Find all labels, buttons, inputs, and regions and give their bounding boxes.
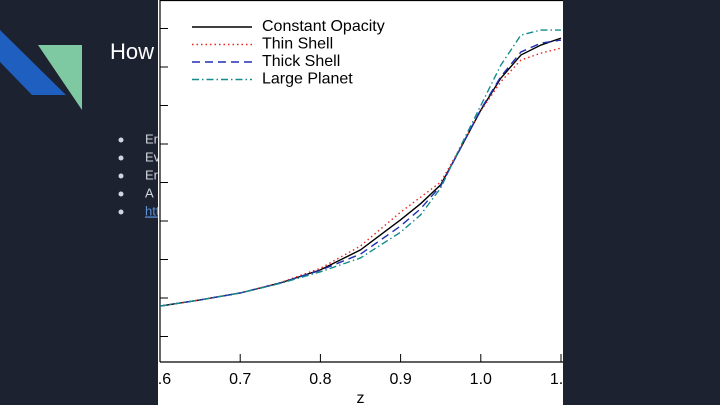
- x-tick-label: 0.7: [229, 371, 251, 388]
- bullet-link[interactable]: htt: [145, 203, 160, 218]
- x-tick-label: 0.6: [149, 371, 171, 388]
- series-line: [159, 29, 561, 307]
- legend-label: Thin Shell: [262, 36, 333, 53]
- bullet-dot: [118, 173, 124, 179]
- bullet-text: A: [145, 185, 154, 200]
- slide-title: How: [110, 39, 154, 64]
- x-tick-label: 1.0: [470, 371, 492, 388]
- legend-label: Constant Opacity: [262, 18, 385, 35]
- x-tick-label: 0.9: [389, 371, 411, 388]
- accent-green: [38, 45, 82, 110]
- bullet-text: Er: [145, 131, 159, 146]
- x-tick-label: 0.8: [309, 371, 331, 388]
- bullet-dot: [118, 191, 124, 197]
- chart-image: [158, 0, 563, 405]
- series-line: [159, 39, 562, 307]
- legend-label: Thick Shell: [262, 53, 340, 70]
- legend-label: Large Planet: [262, 71, 353, 88]
- x-axis-label: z: [357, 390, 365, 405]
- bullet-dot: [118, 209, 124, 215]
- bullet-dot: [118, 155, 124, 161]
- bullet-text: Er: [145, 167, 159, 182]
- x-tick-label: 1.1: [550, 371, 572, 388]
- bullet-text: Ev: [145, 149, 161, 164]
- accent-blue: [0, 30, 66, 95]
- bullet-dot: [118, 137, 124, 143]
- chart: 0.6 0.7 0.8 0.9 1.0 1.1 z Constant OpacityThin …: [149, 0, 572, 405]
